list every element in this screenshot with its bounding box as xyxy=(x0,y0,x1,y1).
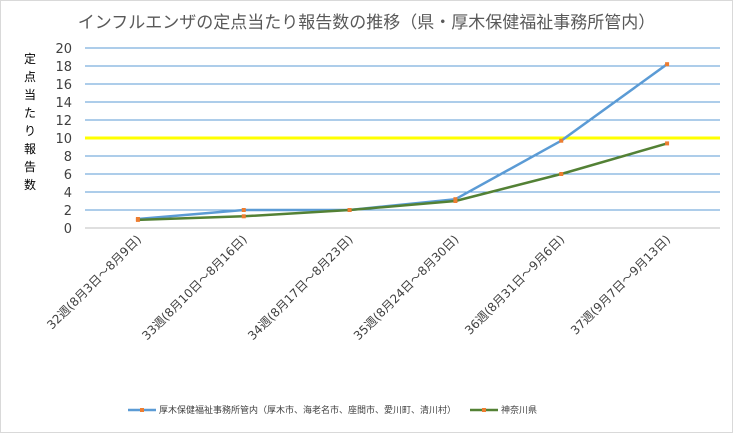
y-tick-label: 18 xyxy=(55,60,72,75)
chart-title: インフルエンザの定点当たり報告数の推移（県・厚木保健福祉事務所管内） xyxy=(77,13,656,33)
x-tick-label: 33週(8月10日～8月16日) xyxy=(139,232,250,343)
y-tick-label: 16 xyxy=(55,78,72,93)
y-tick-label: 8 xyxy=(64,150,72,165)
legend-swatch-series-2 xyxy=(470,407,499,412)
data-point xyxy=(241,208,246,212)
x-tick-label: 37週(9月7日～9月13日) xyxy=(568,232,673,337)
y-tick-label: 20 xyxy=(55,42,72,57)
y-tick-label: 10 xyxy=(55,132,72,147)
y-tick-label: 4 xyxy=(64,186,72,201)
legend: 厚木保健福祉事務所管内（厚木市、海老名市、座間市、愛川町、清川村） 神奈川県 xyxy=(128,403,551,416)
y-tick-label: 2 xyxy=(64,204,72,219)
legend-swatch-series-1 xyxy=(128,407,156,412)
y-tick-label: 0 xyxy=(64,222,72,237)
data-point xyxy=(559,172,564,176)
y-tick-label: 12 xyxy=(55,114,72,129)
legend-item-series-2: 神奈川県 xyxy=(470,403,537,416)
data-point xyxy=(453,199,458,203)
data-point xyxy=(135,217,140,222)
data-point xyxy=(559,138,564,143)
y-axis-label: 定点当たり報告数 xyxy=(23,52,36,192)
series-line-2 xyxy=(137,142,668,222)
x-tick-label: 34週(8月17日～8月23日) xyxy=(245,232,356,343)
y-tick-label: 6 xyxy=(64,168,72,183)
data-point xyxy=(665,62,670,67)
x-tick-label: 35週(8月24日～8月30日) xyxy=(351,232,462,343)
legend-item-series-1: 厚木保健福祉事務所管内（厚木市、海老名市、座間市、愛川町、清川村） xyxy=(128,403,456,416)
y-tick-label: 14 xyxy=(55,96,72,111)
legend-marker xyxy=(140,407,144,412)
series-line-1 xyxy=(137,63,668,221)
data-point xyxy=(241,214,246,219)
x-tick-label: 32週(8月3日～8月9日) xyxy=(44,232,144,332)
legend-label-series-2: 神奈川県 xyxy=(501,406,538,416)
data-point xyxy=(665,141,670,146)
legend-marker xyxy=(482,407,487,412)
data-point xyxy=(347,208,352,212)
x-tick-label: 36週(8月31日～9月6日) xyxy=(462,232,567,337)
legend-label-series-1: 厚木保健福祉事務所管内（厚木市、海老名市、座間市、愛川町、清川村） xyxy=(159,406,457,416)
